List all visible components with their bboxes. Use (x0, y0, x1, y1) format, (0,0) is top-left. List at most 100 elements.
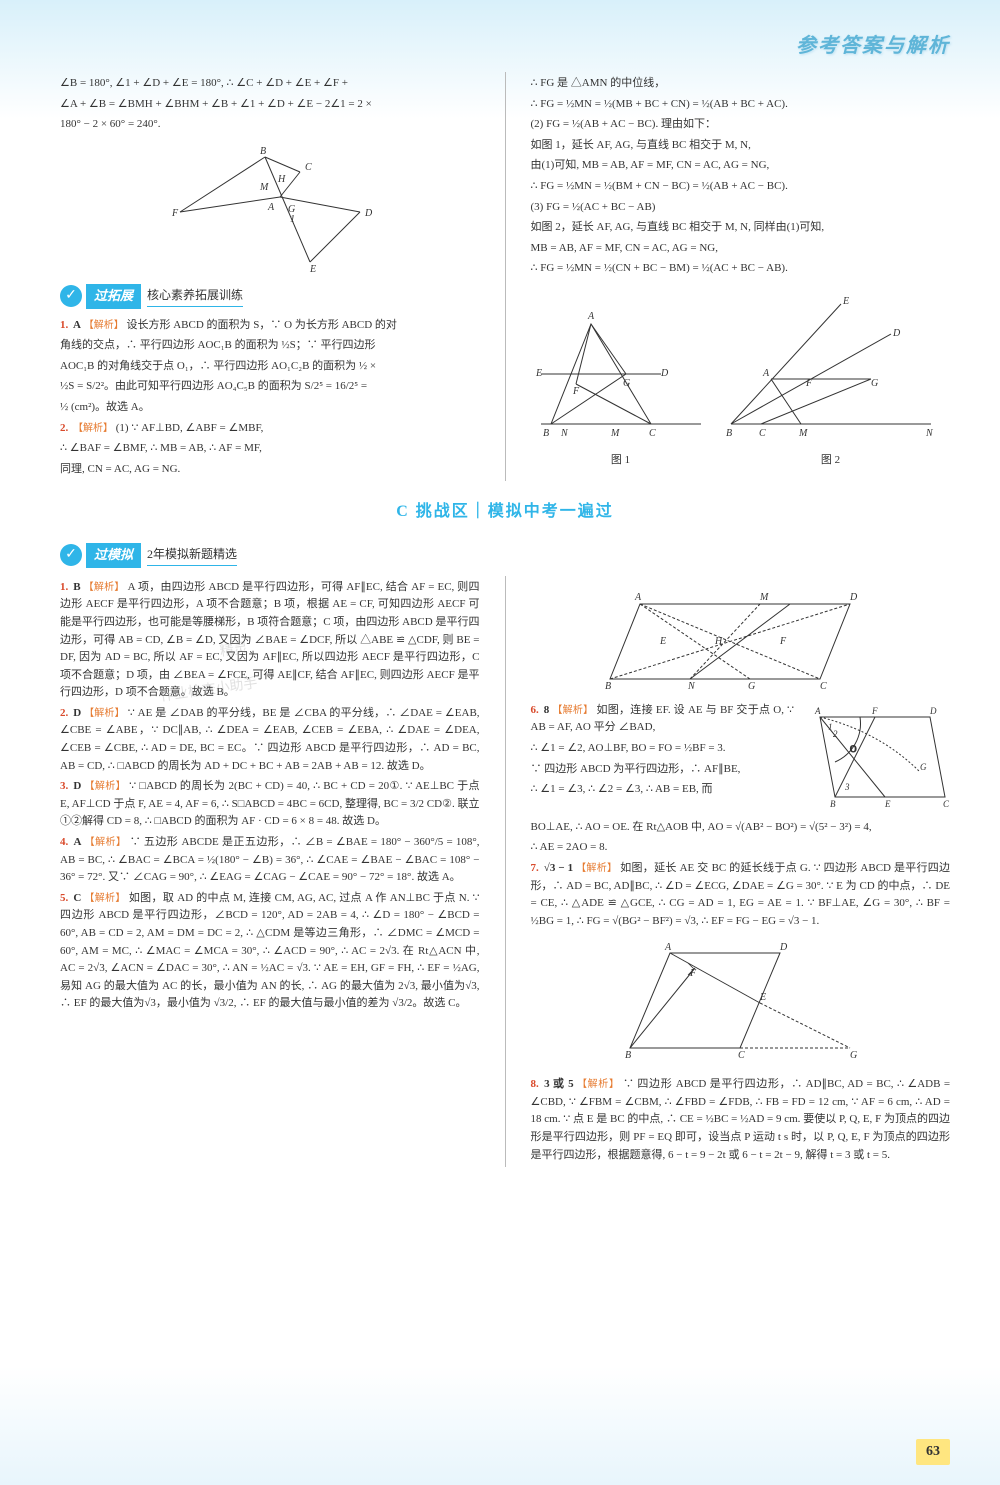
svg-text:C: C (759, 428, 766, 439)
figure-2-wrap: ED AF GB MC N 图 2 (721, 286, 941, 470)
lower-columns: 1. B 【解析】 A 项，由四边形 ABCD 是平行四边形，可得 AF∥EC,… (60, 576, 950, 1168)
badge-tuozhan-sub: 核心素养拓展训练 (147, 286, 243, 307)
svg-text:F: F (572, 386, 580, 397)
badge-moni: 过模拟 (86, 543, 141, 568)
moni-q2: 2. D 【解析】 ∵ AE 是 ∠DAB 的平分线，BE 是 ∠CBA 的平分… (60, 705, 480, 775)
q-num: 2. (60, 707, 68, 719)
text-line: ∴ FG = ½MN = ½(BM + CN − BC) = ½(AB + AC… (531, 178, 951, 196)
q-ans: 3 或 5 (544, 1078, 573, 1090)
text-line: ∴ FG = ½MN = ½(CN + BC − BM) = ½(AC + BC… (531, 260, 951, 278)
q-text: A 项，由四边形 ABCD 是平行四边形，可得 AF∥EC, 结合 AF = E… (60, 581, 480, 699)
badge-tuozhan: 过拓展 (86, 284, 141, 309)
q-text: ∴ AE = 2AO = 8. (531, 839, 951, 857)
q-ans: A (73, 836, 81, 848)
svg-text:1: 1 (828, 722, 833, 732)
moni-q7: 7. √3 − 1 【解析】 如图，延长 AE 交 BC 的延长线于点 G. ∵… (531, 860, 951, 930)
text-line: 如图 2，延长 AF, AG, 与直线 BC 相交于 M, N, 同样由(1)可… (531, 219, 951, 237)
q-text: 同理, CN = AC, AG = NG. (60, 461, 480, 479)
q-tag: 【解析】 (577, 1079, 620, 1090)
q-ans: √3 − 1 (544, 862, 573, 874)
svg-text:O: O (850, 744, 857, 754)
svg-text:H: H (714, 636, 723, 647)
q-text: ∴ ∠BAF = ∠BMF, ∴ MB = AB, ∴ AF = MF, (60, 440, 480, 458)
left-column-lower: 1. B 【解析】 A 项，由四边形 ABCD 是平行四边形，可得 AF∥EC,… (60, 576, 480, 1168)
moni-q4: 4. A 【解析】 ∵ 五边形 ABCDE 是正五边形，∴ ∠B = ∠BAE … (60, 834, 480, 887)
svg-text:A: A (267, 202, 275, 213)
badge-moni-sub: 2年模拟新题精选 (147, 545, 237, 566)
svg-text:G: G (623, 378, 630, 389)
text-line: ∴ FG 是 △AMN 的中位线， (531, 75, 951, 93)
svg-text:E: E (842, 296, 849, 307)
zone-c-title: C 挑战区｜模拟中考一遍过 (60, 499, 950, 525)
q-text: ½S = S/2²。由此可知平行四边形 AO₄C₅B 的面积为 S/2⁵ = 1… (60, 378, 480, 396)
page-header-title: 参考答案与解析 (60, 30, 950, 62)
q-ans: 8 (544, 704, 550, 716)
svg-text:M: M (259, 182, 269, 193)
q-num: 1. (60, 581, 68, 593)
svg-text:B: B (625, 1050, 631, 1061)
svg-text:B: B (830, 799, 836, 809)
svg-text:G: G (748, 681, 755, 692)
svg-text:C: C (943, 799, 950, 809)
text-line: 如图 1，延长 AF, AG, 与直线 BC 相交于 M, N, (531, 137, 951, 155)
q-text: ½ (cm²)。故选 A。 (60, 399, 480, 417)
svg-text:3: 3 (844, 782, 850, 792)
svg-text:1: 1 (290, 214, 295, 225)
svg-text:D: D (892, 328, 901, 339)
svg-text:E: E (659, 636, 666, 647)
svg-text:F: F (871, 706, 878, 716)
figure-1-wrap: AE DF GB NM C 图 1 (531, 286, 711, 470)
q-text: BO⊥AE, ∴ AO = OE. 在 Rt△AOB 中, AO = √(AB²… (531, 819, 951, 837)
q-tag: 【解析】 (84, 893, 125, 904)
moni-q3: 3. D 【解析】 ∵ □ABCD 的周长为 2(BC + CD) = 40, … (60, 778, 480, 831)
svg-text:H: H (277, 174, 286, 185)
svg-text:A: A (762, 368, 770, 379)
text-line: MB = AB, AF = MF, CN = AC, AG = NG, (531, 240, 951, 258)
q-num: 6. (531, 704, 539, 716)
check-icon: ✓ (60, 285, 82, 307)
diagram-triangle-top: FB CH MA G1 DE (160, 142, 380, 272)
q-ans: B (73, 581, 80, 593)
upper-columns: ∠B = 180°, ∠1 + ∠D + ∠E = 180°, ∴ ∠C + ∠… (60, 72, 950, 481)
q-tag: 【解析】 (84, 781, 126, 792)
page-number: 63 (916, 1439, 950, 1465)
svg-text:F: F (805, 378, 813, 389)
q-tag: 【解析】 (576, 863, 617, 874)
q-tag: 【解析】 (84, 708, 125, 719)
moni-q6: O AF DG BE C 123 6. 8 【解析】 如图，连接 EF. 设 A… (531, 702, 951, 737)
q-tag: 【解析】 (85, 837, 127, 848)
q-text: 如图，取 AD 的中点 M, 连接 CM, AG, AC, 过点 A 作 AN⊥… (60, 892, 480, 1010)
svg-text:F: F (171, 208, 179, 219)
svg-text:A: A (634, 592, 642, 603)
svg-text:B: B (726, 428, 732, 439)
figure-row: AE DF GB NM C 图 1 (531, 286, 951, 470)
fig2-label: 图 2 (721, 452, 941, 470)
moni-q8: 8. 3 或 5 【解析】 ∵ 四边形 ABCD 是平行四边形，∴ AD∥BC,… (531, 1076, 951, 1164)
check-icon: ✓ (60, 544, 82, 566)
right-column-lower: AM DH BN GC EF O AF DG (531, 576, 951, 1168)
q-num: 3. (60, 780, 68, 792)
svg-text:2: 2 (833, 729, 838, 739)
svg-text:B: B (260, 146, 266, 157)
text-line: (3) FG = ½(AC + BC − AB) (531, 199, 951, 217)
svg-text:B: B (605, 681, 611, 692)
section-moni: ✓ 过模拟 2年模拟新题精选 (60, 543, 950, 568)
svg-text:D: D (929, 706, 937, 716)
question-2: 2. 【解析】 (1) ∵ AF⊥BD, ∠ABF = ∠MBF, (60, 420, 480, 438)
q-num: 4. (60, 836, 68, 848)
diagram-q6: O AF DG BE C 123 (800, 702, 950, 812)
text-line: ∴ FG = ½MN = ½(MB + BC + CN) = ½(AB + BC… (531, 96, 951, 114)
svg-text:A: A (664, 942, 672, 953)
svg-text:F: F (689, 968, 697, 979)
section-tuozhan: ✓ 过拓展 核心素养拓展训练 (60, 284, 480, 309)
q-tag: 【解析】 (552, 705, 593, 716)
svg-text:C: C (738, 1050, 745, 1061)
q-tag: 【解析】 (84, 582, 125, 593)
q-num: 7. (531, 862, 539, 874)
diagram-fig2: ED AF GB MC N (721, 294, 941, 444)
q-ans: A (73, 319, 81, 331)
svg-text:F: F (779, 636, 787, 647)
q-text: 设长方形 ABCD 的面积为 S，∵ O 为长方形 ABCD 的对 (126, 319, 396, 331)
q-tag: 【解析】 (73, 423, 113, 434)
text-line: ∠B = 180°, ∠1 + ∠D + ∠E = 180°, ∴ ∠C + ∠… (60, 75, 480, 93)
